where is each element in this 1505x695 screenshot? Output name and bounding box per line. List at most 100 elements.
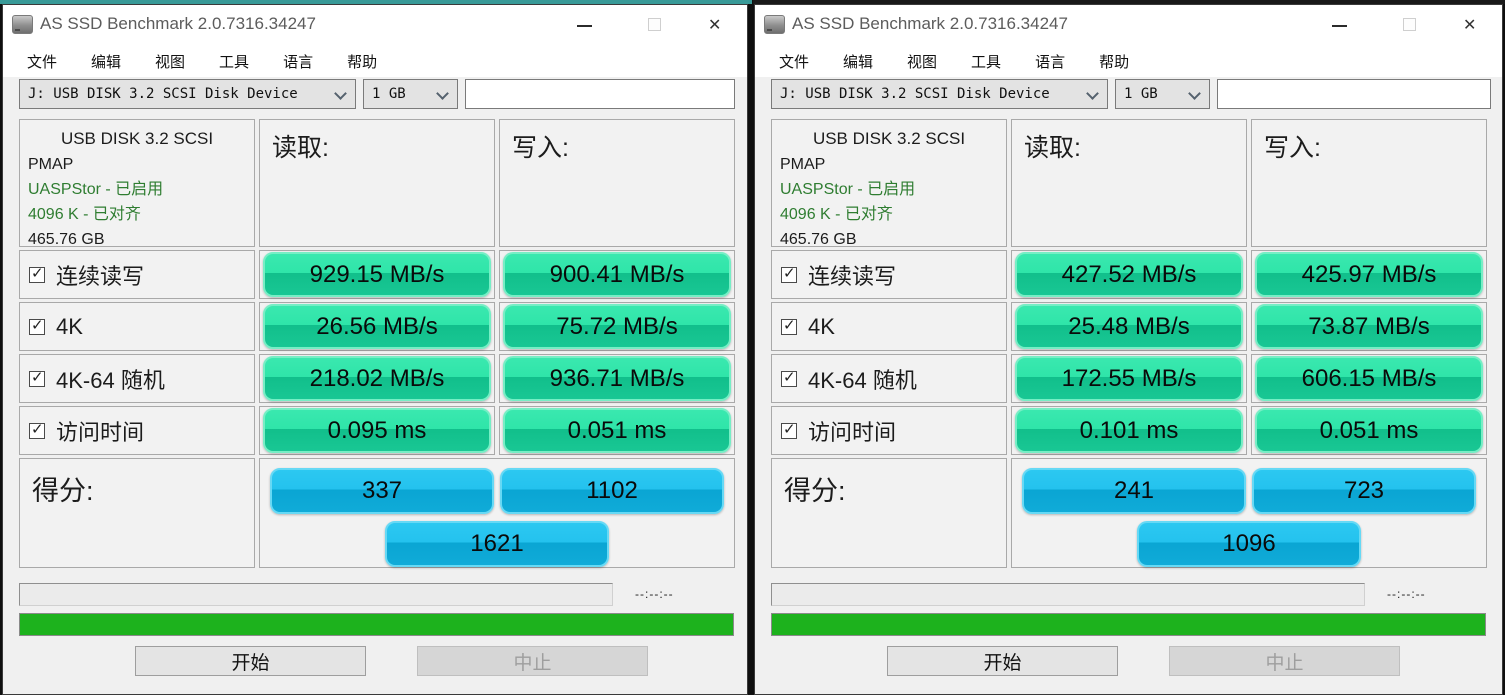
close-button[interactable]: [693, 5, 739, 45]
access-write-value-pill: 0.051 ms: [1255, 408, 1483, 453]
seq-read-value-pill: 929.15 MB/s: [263, 252, 491, 297]
close-button[interactable]: [1448, 5, 1494, 45]
row-label-cell-access: 访问时间: [771, 406, 1007, 455]
access-read-value-pill: 0.101 ms: [1015, 408, 1243, 453]
abort-button[interactable]: 中止: [1169, 646, 1400, 676]
drive-combobox[interactable]: J: USB DISK 3.2 SCSI Disk Device: [771, 79, 1108, 109]
drive-capacity: 465.76 GB: [780, 231, 857, 248]
menu-item-tools[interactable]: 工具: [219, 53, 250, 71]
app-window-left: AS SSD Benchmark 2.0.7316.34247 文件 编辑 视图…: [2, 4, 748, 695]
menu-item-help[interactable]: 帮助: [1099, 53, 1130, 71]
start-button[interactable]: 开始: [887, 646, 1118, 676]
seq-write-cell: 900.41 MB/s: [499, 250, 735, 299]
drive-driver-status: UASPStor - 已启用: [780, 181, 916, 198]
seq-write-value-pill: 900.41 MB/s: [503, 252, 731, 297]
4k-write-cell: 75.72 MB/s: [499, 302, 735, 351]
total-score-pill: 1621: [385, 521, 609, 567]
menu-item-file[interactable]: 文件: [779, 53, 810, 71]
comment-input[interactable]: [1217, 79, 1491, 109]
row-label: 4K-64 随机: [808, 367, 917, 393]
drive-driver-status: UASPStor - 已启用: [28, 181, 164, 198]
minimize-button[interactable]: [1316, 5, 1362, 45]
total-score-pill: 1096: [1137, 521, 1361, 567]
minimize-button[interactable]: [561, 5, 607, 45]
4k64-read-value-pill: 218.02 MB/s: [263, 356, 491, 401]
status-field: [771, 583, 1365, 606]
4k64-read-value-pill: 172.55 MB/s: [1015, 356, 1243, 401]
test-size-combobox[interactable]: 1 GB: [363, 79, 458, 109]
menubar: 文件 编辑 视图 工具 语言 帮助: [3, 45, 747, 77]
drive-combobox[interactable]: J: USB DISK 3.2 SCSI Disk Device: [19, 79, 356, 109]
seq-read-cell: 929.15 MB/s: [259, 250, 495, 299]
score-panel: 337 1102 1621: [259, 458, 735, 568]
4k64-read-cell: 218.02 MB/s: [259, 354, 495, 403]
row-label: 连续读写: [808, 263, 897, 289]
seq-checkbox[interactable]: [781, 264, 797, 283]
maximize-button[interactable]: [632, 5, 678, 45]
menu-item-file[interactable]: 文件: [27, 53, 58, 71]
titlebar: AS SSD Benchmark 2.0.7316.34247: [755, 5, 1502, 45]
seq-checkbox[interactable]: [29, 264, 45, 283]
access-checkbox[interactable]: [781, 420, 797, 439]
menu-item-help[interactable]: 帮助: [347, 53, 378, 71]
app-window-right: AS SSD Benchmark 2.0.7316.34247 文件 编辑 视图…: [754, 4, 1503, 695]
row-label: 访问时间: [56, 419, 145, 445]
window-title: AS SSD Benchmark 2.0.7316.34247: [792, 14, 1068, 33]
write-header: 写入:: [499, 119, 735, 247]
menubar: 文件 编辑 视图 工具 语言 帮助: [755, 45, 1502, 77]
comment-input[interactable]: [465, 79, 735, 109]
menu-item-tools[interactable]: 工具: [971, 53, 1002, 71]
seq-write-value-pill: 425.97 MB/s: [1255, 252, 1483, 297]
access-read-cell: 0.095 ms: [259, 406, 495, 455]
window-title: AS SSD Benchmark 2.0.7316.34247: [40, 14, 316, 33]
4k64-write-cell: 936.71 MB/s: [499, 354, 735, 403]
seq-write-cell: 425.97 MB/s: [1251, 250, 1487, 299]
menu-item-view[interactable]: 视图: [155, 53, 186, 71]
drive-combobox-value: J: USB DISK 3.2 SCSI Disk Device: [28, 86, 298, 102]
menu-item-edit[interactable]: 编辑: [91, 53, 122, 71]
menu-item-view[interactable]: 视图: [907, 53, 938, 71]
abort-button[interactable]: 中止: [417, 646, 648, 676]
background-strip-right: [753, 0, 1505, 4]
4k-write-cell: 73.87 MB/s: [1251, 302, 1487, 351]
drive-alignment: 4096 K - 已对齐: [780, 206, 893, 223]
4k-read-cell: 25.48 MB/s: [1011, 302, 1247, 351]
menu-item-edit[interactable]: 编辑: [843, 53, 874, 71]
time-display: --:--:--: [635, 587, 674, 601]
test-size-value: 1 GB: [372, 86, 406, 102]
test-size-combobox[interactable]: 1 GB: [1115, 79, 1210, 109]
read-score-pill: 337: [270, 468, 494, 514]
row-label-cell-4k64: 4K-64 随机: [771, 354, 1007, 403]
results-table: USB DISK 3.2 SCSI PMAP UASPStor - 已启用 40…: [771, 119, 1487, 568]
write-score-pill: 723: [1252, 468, 1476, 514]
row-label: 4K-64 随机: [56, 367, 165, 393]
4k-checkbox[interactable]: [781, 316, 797, 335]
access-write-value-pill: 0.051 ms: [503, 408, 731, 453]
access-write-cell: 0.051 ms: [499, 406, 735, 455]
seq-read-value-pill: 427.52 MB/s: [1015, 252, 1243, 297]
access-read-cell: 0.101 ms: [1011, 406, 1247, 455]
chevron-down-icon: [334, 87, 347, 100]
4k-read-value-pill: 25.48 MB/s: [1015, 304, 1243, 349]
access-read-value-pill: 0.095 ms: [263, 408, 491, 453]
chevron-down-icon: [436, 87, 449, 100]
menu-item-language[interactable]: 语言: [1035, 53, 1066, 71]
start-button[interactable]: 开始: [135, 646, 366, 676]
time-display: --:--:--: [1387, 587, 1426, 601]
drive-name: USB DISK 3.2 SCSI: [812, 129, 966, 148]
maximize-button[interactable]: [1387, 5, 1433, 45]
app-drive-icon: [764, 15, 785, 34]
drive-combobox-value: J: USB DISK 3.2 SCSI Disk Device: [780, 86, 1050, 102]
write-score-pill: 1102: [500, 468, 724, 514]
4k64-checkbox[interactable]: [781, 368, 797, 387]
4k64-checkbox[interactable]: [29, 368, 45, 387]
seq-read-cell: 427.52 MB/s: [1011, 250, 1247, 299]
menu-item-language[interactable]: 语言: [283, 53, 314, 71]
4k-checkbox[interactable]: [29, 316, 45, 335]
status-field: [19, 583, 613, 606]
access-checkbox[interactable]: [29, 420, 45, 439]
drive-pmap: PMAP: [28, 156, 74, 173]
4k64-read-cell: 172.55 MB/s: [1011, 354, 1247, 403]
chevron-down-icon: [1086, 87, 1099, 100]
